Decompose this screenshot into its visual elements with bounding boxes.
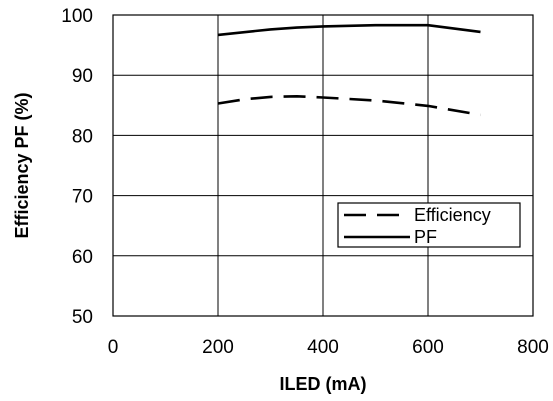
x-axis-ticks: 0 200 400 600 800: [108, 337, 549, 358]
x-tick-label: 600: [412, 337, 444, 358]
x-tick-label: 200: [202, 337, 234, 358]
legend-box: [337, 202, 521, 248]
series-layer: [217, 23, 481, 117]
y-tick-label: 100: [61, 6, 93, 27]
legend-label-efficiency: Efficiency: [414, 205, 491, 225]
plot-frame: [112, 14, 534, 317]
legend: Efficiency PF: [337, 202, 521, 248]
x-tick-label: 400: [307, 337, 339, 358]
legend-label-pf: PF: [414, 227, 437, 247]
y-tick-label: 80: [72, 126, 93, 147]
y-tick-label: 60: [72, 247, 93, 268]
series-pf-line: [217, 23, 481, 37]
y-axis-ticks: 50 60 70 80 90 100: [61, 6, 93, 328]
x-axis-title: ILED (mA): [280, 374, 367, 394]
x-tick-label: 0: [108, 337, 119, 358]
series-efficiency-line: [217, 95, 481, 117]
y-tick-label: 70: [72, 187, 93, 208]
grid: [113, 15, 533, 316]
y-tick-label: 50: [72, 307, 93, 328]
x-tick-label: 800: [517, 337, 549, 358]
y-tick-label: 90: [72, 66, 93, 87]
y-axis-title: Efficiency PF (%): [12, 92, 32, 238]
